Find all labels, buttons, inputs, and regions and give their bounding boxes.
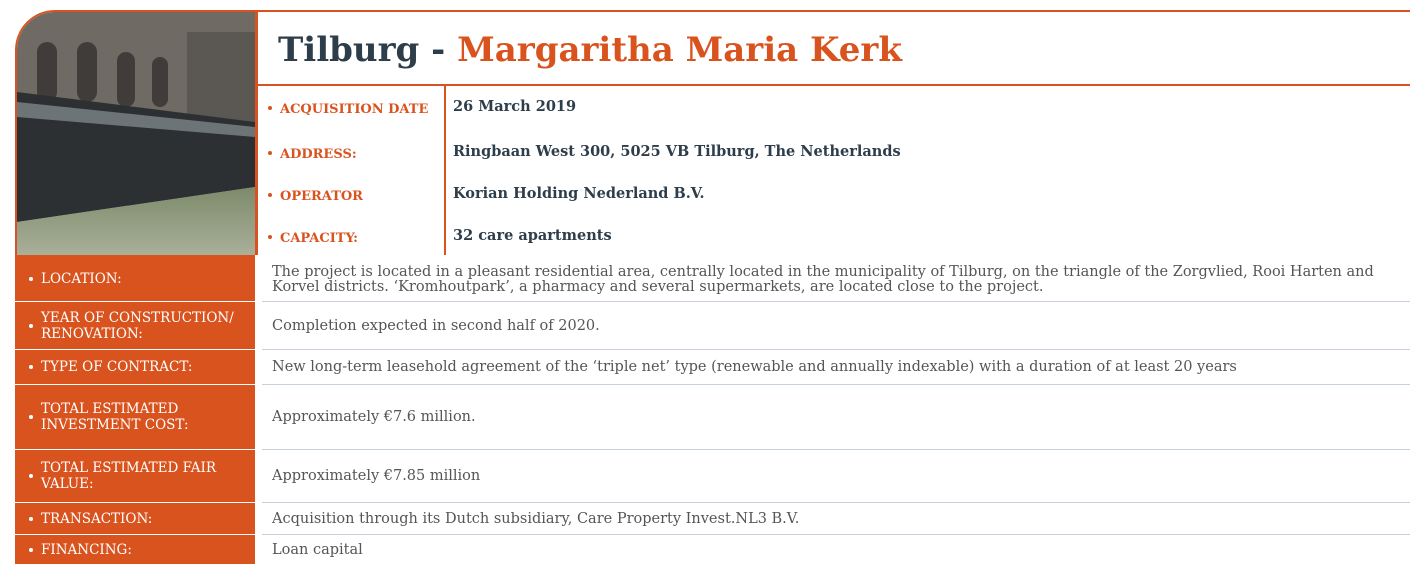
fact-label: CAPACITY: — [268, 231, 358, 246]
bullet — [29, 323, 33, 328]
row-label: YEAR OF CONSTRUCTION/ RENOVATION: — [15, 302, 255, 350]
fact-value: 26 March 2019 — [453, 98, 576, 115]
row-value-text: Approximately €7.6 million. — [272, 409, 476, 425]
row-label: TRANSACTION: — [15, 503, 255, 535]
fact-label-text: CAPACITY: — [280, 231, 358, 246]
photo-art — [17, 12, 255, 255]
bullet — [268, 193, 272, 197]
fact-label-text: OPERATOR — [280, 189, 363, 204]
row-separator — [262, 502, 1410, 503]
title-rule — [255, 84, 1410, 86]
photo-divider — [255, 10, 258, 255]
fact-label-text: ADDRESS: — [280, 147, 357, 162]
row-value: Approximately €7.6 million. — [272, 385, 1410, 450]
row-label-text: TOTAL ESTIMATED FAIR VALUE: — [41, 460, 217, 492]
row-value: Acquisition through its Dutch subsidiary… — [272, 503, 1410, 535]
building-photo — [15, 10, 255, 257]
row-separator — [262, 384, 1410, 385]
fact-value-text: 32 care apartments — [453, 227, 612, 244]
row-value-text: Completion expected in second half of 20… — [272, 317, 600, 334]
fact-label-text: ACQUISITION DATE — [280, 102, 429, 117]
bullet — [29, 277, 33, 281]
bullet — [268, 151, 272, 155]
row-value: Completion expected in second half of 20… — [272, 302, 1410, 350]
row-value: The project is located in a pleasant res… — [272, 257, 1410, 302]
fact-label: ADDRESS: — [268, 147, 357, 162]
row-value-text: Approximately €7.85 million — [272, 468, 481, 484]
row-label: TOTAL ESTIMATED INVESTMENT COST: — [15, 385, 255, 450]
row-separator — [262, 449, 1410, 450]
top-rule — [255, 10, 1410, 12]
fact-value: Ringbaan West 300, 5025 VB Tilburg, The … — [453, 143, 901, 160]
row-label: TOTAL ESTIMATED FAIR VALUE: — [15, 450, 255, 503]
row-separator — [262, 534, 1410, 535]
row-value: New long-term leasehold agreement of the… — [272, 350, 1410, 385]
fact-label: ACQUISITION DATE — [268, 102, 428, 117]
row-value: Approximately €7.85 million — [272, 450, 1410, 503]
row-label: LOCATION: — [15, 257, 255, 302]
fact-value: Korian Holding Nederland B.V. — [453, 185, 705, 202]
row-label-text: LOCATION: — [41, 271, 122, 287]
title-name: Margaritha Maria Kerk — [457, 30, 902, 70]
row-value: Loan capital — [272, 535, 1410, 565]
facts-divider — [444, 86, 446, 255]
bullet — [268, 106, 272, 110]
row-value-text: Loan capital — [272, 541, 363, 558]
row-value-text: Acquisition through its Dutch subsidiary… — [272, 510, 800, 527]
fact-value: 32 care apartments — [453, 227, 612, 244]
fact-value-text: 26 March 2019 — [453, 98, 577, 115]
fact-label: OPERATOR — [268, 189, 363, 204]
bullet — [29, 365, 33, 369]
row-label: TYPE OF CONTRACT: — [15, 350, 255, 385]
fact-value-text: Korian Holding Nederland B.V. — [453, 185, 705, 202]
row-separator — [262, 349, 1410, 350]
row-label-text: TYPE OF CONTRACT: — [41, 359, 193, 375]
row-label-text: FINANCING: — [41, 541, 132, 558]
title-city: Tilburg - — [278, 30, 458, 70]
row-value-text: New long-term leasehold agreement of the… — [272, 359, 1237, 375]
bullet — [29, 415, 33, 419]
row-label-text: TRANSACTION: — [41, 510, 153, 527]
bullet — [268, 235, 272, 239]
bullet — [29, 547, 33, 552]
bullet — [29, 516, 33, 521]
row-label-text: TOTAL ESTIMATED INVESTMENT COST: — [41, 401, 189, 433]
title: Tilburg - Margaritha Maria Kerk — [278, 30, 902, 70]
row-label-text: YEAR OF CONSTRUCTION/ RENOVATION: — [41, 309, 234, 342]
row-label: FINANCING: — [15, 535, 255, 565]
row-separator — [262, 301, 1410, 302]
fact-value-text: Ringbaan West 300, 5025 VB Tilburg, The … — [453, 143, 901, 160]
bullet — [29, 474, 33, 478]
row-value-text: The project is located in a pleasant res… — [272, 263, 1374, 295]
